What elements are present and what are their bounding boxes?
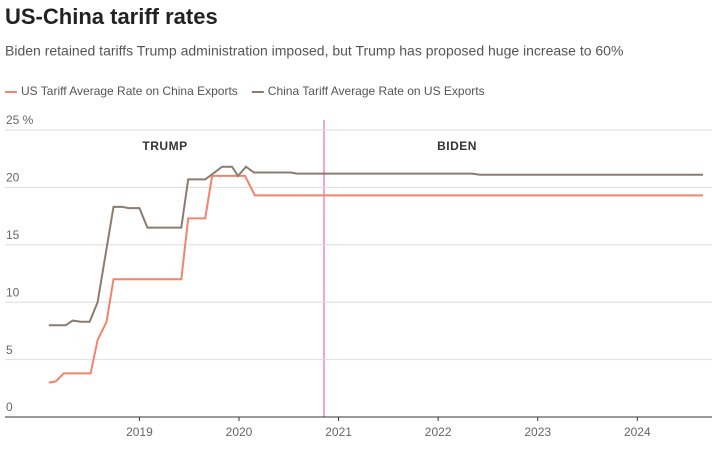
y-tick-label: 15 bbox=[6, 228, 20, 242]
x-tick-label: 2024 bbox=[624, 425, 651, 439]
annotation: BIDEN bbox=[437, 139, 477, 153]
chart-title: US-China tariff rates bbox=[5, 4, 218, 29]
y-tick-label: 20 bbox=[6, 171, 20, 185]
chart-subtitle: Biden retained tariffs Trump administrat… bbox=[5, 43, 623, 59]
annotation: TRUMP bbox=[142, 139, 187, 153]
x-tick-label: 2021 bbox=[325, 425, 352, 439]
y-tick-label: 25 % bbox=[6, 113, 34, 127]
y-tick-label: 10 bbox=[6, 285, 20, 299]
y-tick-label: 0 bbox=[6, 400, 13, 414]
legend-label: US Tariff Average Rate on China Exports bbox=[21, 84, 238, 98]
y-tick-label: 5 bbox=[6, 343, 13, 357]
series-line bbox=[48, 174, 703, 384]
x-tick-label: 2019 bbox=[126, 425, 153, 439]
series-line bbox=[48, 165, 703, 327]
x-tick-label: 2020 bbox=[226, 425, 253, 439]
x-tick-label: 2022 bbox=[425, 425, 452, 439]
x-tick-label: 2023 bbox=[524, 425, 551, 439]
legend-label: China Tariff Average Rate on US Exports bbox=[268, 84, 485, 98]
